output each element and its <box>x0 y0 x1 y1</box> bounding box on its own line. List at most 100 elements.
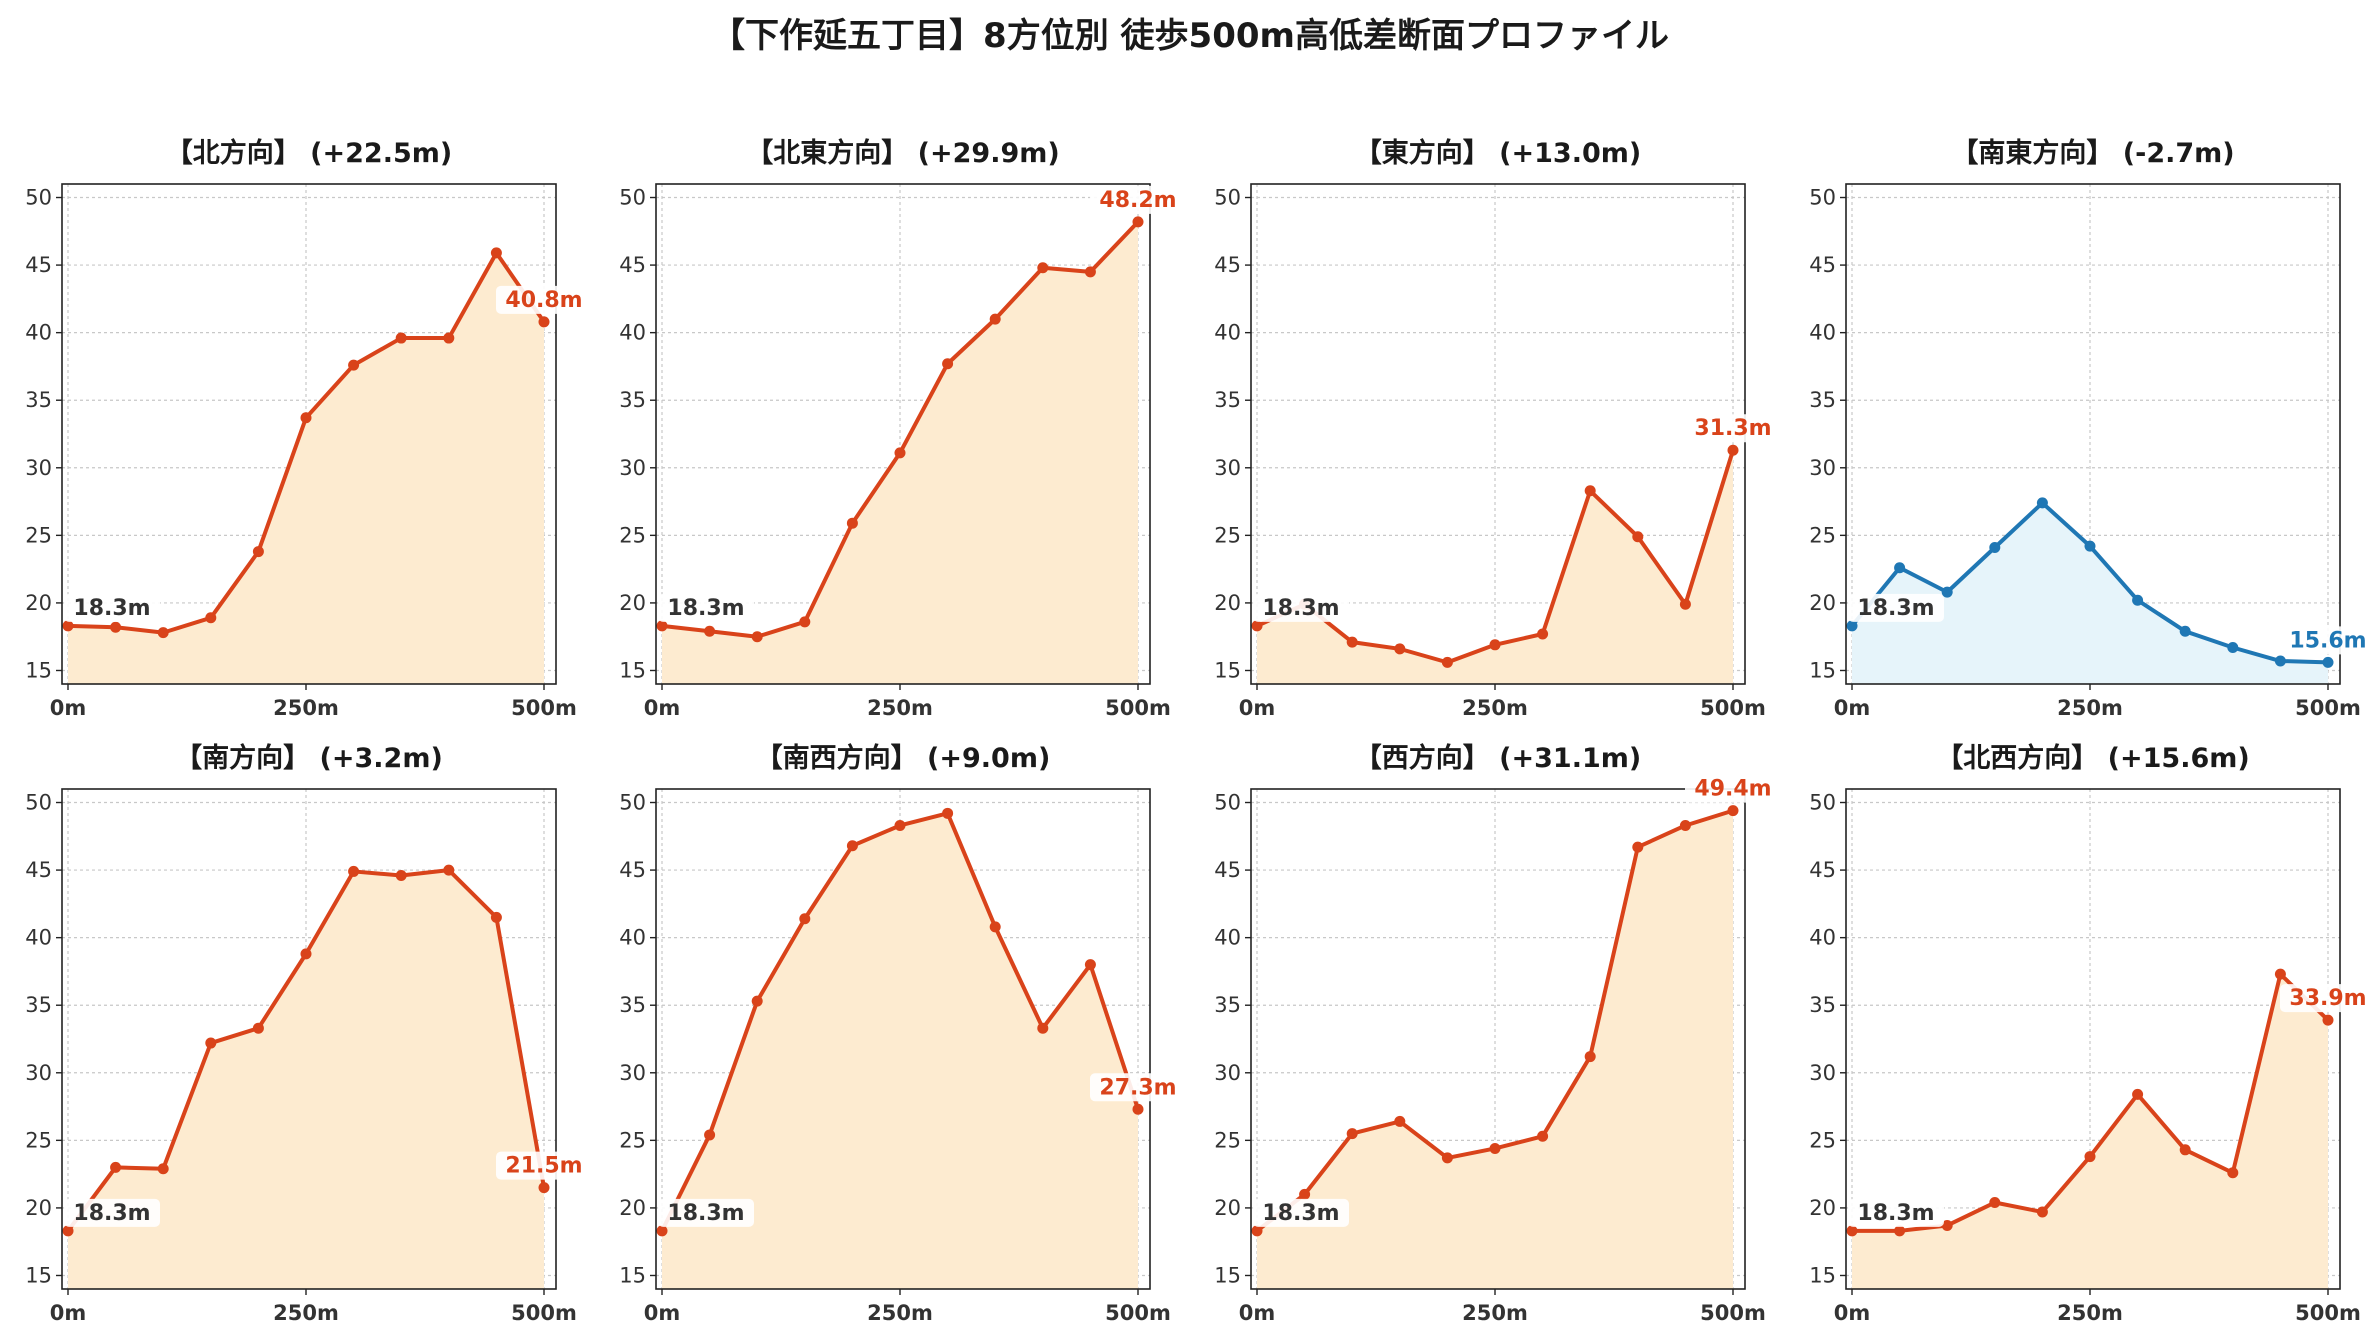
start-label-box <box>1848 593 1944 622</box>
x-tick-label: 250m <box>2057 1301 2123 1325</box>
data-point <box>1346 1128 1358 1140</box>
y-tick-label: 30 <box>1214 456 1241 480</box>
data-point <box>1441 1152 1453 1164</box>
y-tick-label: 35 <box>1809 388 1836 412</box>
x-tick-label: 500m <box>511 1301 577 1325</box>
area-fill <box>662 813 1138 1289</box>
y-tick-label: 20 <box>1809 591 1836 615</box>
data-point <box>1346 636 1358 648</box>
x-tick-label: 500m <box>2295 696 2361 720</box>
data-point <box>1727 805 1739 817</box>
end-label-box <box>1090 185 1186 214</box>
x-tick-label: 250m <box>1462 1301 1528 1325</box>
x-tick-label: 0m <box>644 1301 681 1325</box>
data-point <box>110 1161 122 1173</box>
data-point <box>704 625 716 637</box>
y-tick-label: 35 <box>25 388 52 412</box>
y-tick-label: 15 <box>25 1263 52 1287</box>
y-tick-label: 30 <box>619 456 646 480</box>
data-point <box>490 911 502 923</box>
area-fill <box>1852 974 2328 1289</box>
x-tick-label: 500m <box>2295 1301 2361 1325</box>
y-tick-label: 50 <box>1809 791 1836 815</box>
data-point <box>205 1037 217 1049</box>
y-tick-label: 25 <box>25 1128 52 1152</box>
data-point <box>799 616 811 628</box>
data-point <box>1489 639 1501 651</box>
y-tick-label: 45 <box>619 253 646 277</box>
data-point <box>2274 655 2286 667</box>
end-elevation-label: 40.8m <box>505 288 582 313</box>
area-fill <box>1257 450 1733 684</box>
start-elevation-label: 18.3m <box>1262 596 1339 621</box>
y-tick-label: 30 <box>25 456 52 480</box>
panel-title: 【北東方向】 (+29.9m) <box>746 137 1059 169</box>
panel-title: 【南西方向】 (+9.0m) <box>756 742 1051 774</box>
x-tick-label: 250m <box>1462 696 1528 720</box>
end-label-box <box>1090 1073 1186 1102</box>
data-point <box>1394 643 1406 655</box>
panel-title: 【南方向】 (+3.2m) <box>175 742 443 774</box>
data-point <box>2036 497 2048 509</box>
y-tick-label: 50 <box>1214 791 1241 815</box>
end-label-box <box>1685 414 1781 443</box>
y-tick-label: 15 <box>1809 1263 1836 1287</box>
start-label-box <box>64 593 160 622</box>
data-point <box>751 995 763 1007</box>
end-elevation-label: 33.9m <box>2289 986 2366 1011</box>
y-tick-label: 50 <box>619 186 646 210</box>
y-tick-label: 25 <box>1809 1128 1836 1152</box>
data-point <box>443 864 455 876</box>
y-tick-label: 15 <box>25 658 52 682</box>
y-tick-label: 45 <box>1809 858 1836 882</box>
x-tick-label: 500m <box>1105 696 1171 720</box>
data-point <box>1894 562 1906 574</box>
end-label-box <box>2280 626 2376 655</box>
y-tick-label: 50 <box>1214 186 1241 210</box>
data-point <box>1037 1022 1049 1034</box>
plot-frame <box>1845 183 2341 685</box>
y-tick-label: 15 <box>1214 1263 1241 1287</box>
data-point <box>894 447 906 459</box>
y-tick-label: 40 <box>1214 321 1241 345</box>
data-point <box>348 865 360 877</box>
area-fill <box>68 870 544 1289</box>
data-point <box>300 948 312 960</box>
y-tick-label: 20 <box>1809 1196 1836 1220</box>
data-point <box>894 819 906 831</box>
data-point <box>300 412 312 424</box>
start-label-box <box>64 1198 160 1227</box>
y-tick-label: 30 <box>25 1061 52 1085</box>
data-point <box>538 316 550 328</box>
data-point <box>157 1163 169 1175</box>
data-point <box>2179 625 2191 637</box>
y-tick-label: 25 <box>1214 523 1241 547</box>
start-label-box <box>658 593 754 622</box>
x-tick-label: 0m <box>644 696 681 720</box>
y-tick-label: 20 <box>25 591 52 615</box>
x-tick-label: 500m <box>1700 696 1766 720</box>
data-point <box>1132 1103 1144 1115</box>
y-tick-label: 45 <box>1214 253 1241 277</box>
data-point <box>846 840 858 852</box>
start-elevation-label: 18.3m <box>667 596 744 621</box>
y-tick-label: 45 <box>25 858 52 882</box>
y-tick-label: 25 <box>619 523 646 547</box>
x-tick-label: 500m <box>1105 1301 1171 1325</box>
data-point <box>1846 620 1858 632</box>
y-tick-label: 20 <box>619 591 646 615</box>
area-fill <box>1257 810 1733 1289</box>
x-tick-label: 250m <box>273 1301 339 1325</box>
data-point <box>1727 444 1739 456</box>
data-point <box>1132 216 1144 228</box>
y-tick-label: 40 <box>1809 926 1836 950</box>
y-tick-label: 45 <box>619 858 646 882</box>
data-point <box>1537 628 1549 640</box>
start-elevation-label: 18.3m <box>73 1201 150 1226</box>
data-point <box>1989 542 2001 554</box>
data-point <box>1537 1130 1549 1142</box>
end-elevation-label: 15.6m <box>2289 628 2366 653</box>
x-tick-label: 0m <box>50 1301 87 1325</box>
data-point <box>2132 594 2144 606</box>
